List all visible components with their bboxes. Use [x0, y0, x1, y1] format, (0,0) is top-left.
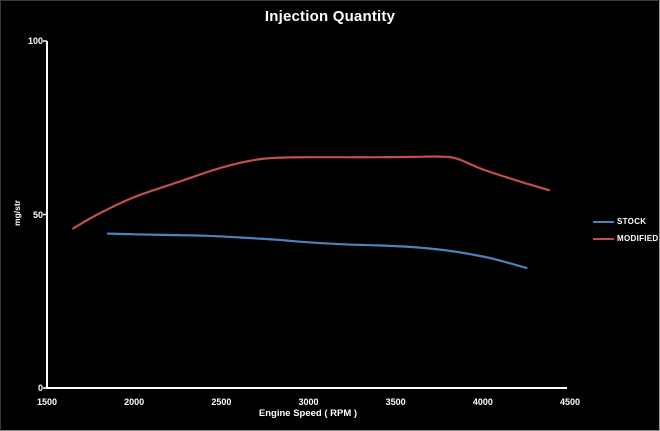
legend-item-modified: MODIFIED [593, 230, 659, 247]
x-tick-label: 2500 [211, 397, 232, 407]
legend-swatch-icon [593, 237, 614, 240]
chart-title: Injection Quantity [264, 8, 396, 25]
legend-label: MODIFIED [617, 234, 659, 243]
x-tick-label: 4000 [472, 397, 493, 407]
x-tick-label: 4500 [559, 397, 581, 407]
x-tick-label: 1500 [36, 397, 58, 407]
legend-item-stock: STOCK [593, 213, 659, 230]
legend: STOCK MODIFIED [593, 213, 659, 247]
legend-swatch-icon [593, 220, 614, 223]
axes-line [46, 41, 567, 389]
x-axis-title: Engine Speed ( RPM ) [258, 408, 358, 419]
x-tick-label: 3000 [298, 397, 319, 407]
y-axis-title: mg/str [12, 200, 22, 226]
y-tick-label: 50 [32, 209, 43, 220]
modified-series-line [72, 155, 551, 230]
stock-series-line [106, 232, 528, 269]
x-tick-label: 2000 [124, 397, 145, 407]
y-tick-label: 0 [37, 383, 43, 393]
y-tick-label: 100 [27, 36, 43, 46]
legend-label: STOCK [617, 217, 647, 226]
x-tick-label: 3500 [385, 397, 406, 407]
